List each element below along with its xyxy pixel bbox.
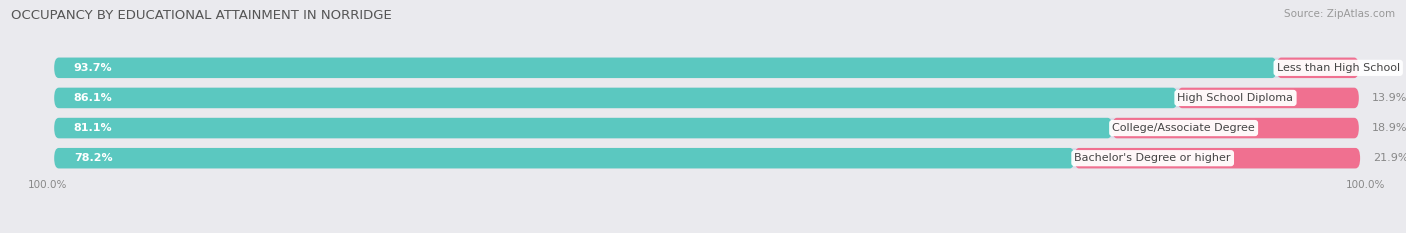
Text: 100.0%: 100.0% xyxy=(1346,180,1385,190)
Text: 13.9%: 13.9% xyxy=(1372,93,1406,103)
FancyBboxPatch shape xyxy=(1112,118,1358,138)
FancyBboxPatch shape xyxy=(1277,58,1358,78)
Text: Source: ZipAtlas.com: Source: ZipAtlas.com xyxy=(1284,9,1395,19)
Text: Less than High School: Less than High School xyxy=(1277,63,1400,73)
FancyBboxPatch shape xyxy=(55,118,1358,138)
FancyBboxPatch shape xyxy=(55,148,1074,168)
FancyBboxPatch shape xyxy=(55,58,1358,78)
Text: 86.1%: 86.1% xyxy=(73,93,112,103)
Text: 100.0%: 100.0% xyxy=(28,180,67,190)
Text: 78.2%: 78.2% xyxy=(73,153,112,163)
Text: 81.1%: 81.1% xyxy=(73,123,112,133)
FancyBboxPatch shape xyxy=(55,88,1177,108)
FancyBboxPatch shape xyxy=(55,88,1358,108)
Text: 18.9%: 18.9% xyxy=(1372,123,1406,133)
Text: OCCUPANCY BY EDUCATIONAL ATTAINMENT IN NORRIDGE: OCCUPANCY BY EDUCATIONAL ATTAINMENT IN N… xyxy=(11,9,392,22)
FancyBboxPatch shape xyxy=(55,58,1277,78)
Text: College/Associate Degree: College/Associate Degree xyxy=(1112,123,1256,133)
Text: High School Diploma: High School Diploma xyxy=(1177,93,1294,103)
FancyBboxPatch shape xyxy=(1074,148,1360,168)
Text: 93.7%: 93.7% xyxy=(73,63,112,73)
FancyBboxPatch shape xyxy=(55,148,1358,168)
Text: 6.3%: 6.3% xyxy=(1372,63,1400,73)
Text: Bachelor's Degree or higher: Bachelor's Degree or higher xyxy=(1074,153,1230,163)
FancyBboxPatch shape xyxy=(1177,88,1358,108)
Text: 21.9%: 21.9% xyxy=(1374,153,1406,163)
FancyBboxPatch shape xyxy=(55,118,1112,138)
